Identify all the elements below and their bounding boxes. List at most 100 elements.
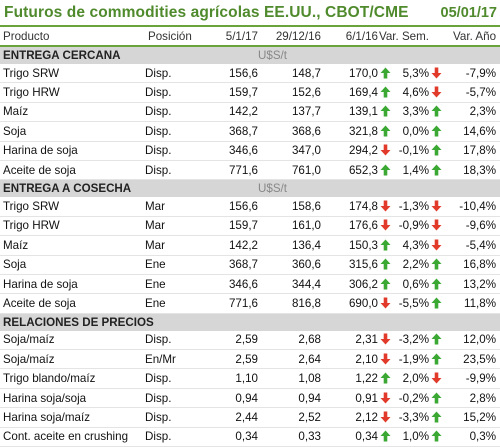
price-date-3: 2,31 — [321, 330, 378, 351]
section-header-row: ENTREGA A COSECHA U$S/t — [0, 179, 500, 198]
weekly-change: -5,5% — [393, 293, 430, 314]
yearly-change: -9,6% — [444, 216, 500, 237]
table-row: Harina de soja Ene 346,6 344,4 306,2 0,6% 13,2… — [0, 274, 500, 295]
arrow-up-icon — [380, 86, 391, 98]
price-date-3: 174,8 — [321, 197, 378, 217]
weekly-change: -0,2% — [393, 388, 430, 409]
price-date-1: 2,59 — [203, 349, 258, 370]
price-date-1: 142,2 — [203, 102, 258, 123]
arrow-down-icon — [431, 372, 442, 384]
table-row: Soja/maíz Disp. 2,59 2,68 2,31 -3,2% 12,0% — [0, 330, 500, 351]
price-date-2: 137,7 — [258, 102, 321, 123]
arrow-up-icon — [431, 411, 442, 423]
position: Disp. — [145, 64, 203, 84]
price-date-1: 771,6 — [203, 293, 258, 314]
col-header-date-1: 5/1/17 — [203, 27, 258, 47]
arrow-down-icon — [380, 144, 391, 156]
col-header-product: Producto — [0, 27, 145, 47]
arrow-down-icon — [380, 353, 391, 365]
price-date-2: 761,0 — [258, 160, 321, 181]
yearly-change: 16,8% — [444, 255, 500, 275]
yearly-change: 2,3% — [444, 102, 500, 123]
position: Disp. — [145, 368, 203, 389]
arrow-up-icon — [431, 125, 442, 137]
arrow-up-icon — [431, 164, 442, 176]
price-date-3: 306,2 — [321, 274, 378, 295]
header-divider — [0, 25, 500, 27]
yearly-change: -7,9% — [444, 64, 500, 84]
product-name: Soja/maíz — [0, 330, 145, 351]
weekly-trend — [378, 82, 393, 103]
yearly-change: -5,7% — [444, 82, 500, 103]
weekly-trend — [378, 388, 393, 409]
price-date-3: 139,1 — [321, 102, 378, 123]
price-date-2: 136,4 — [258, 235, 321, 256]
report-header: Futuros de commodities agrícolas EE.UU.,… — [0, 0, 500, 25]
table-row: Soja Disp. 368,7 368,6 321,8 0,0% 14,6% — [0, 121, 500, 142]
product-name: Soja/maíz — [0, 349, 145, 370]
price-date-2: 1,08 — [258, 368, 321, 389]
section-unit: U$S/t — [258, 45, 500, 64]
yearly-trend — [429, 216, 445, 237]
position: Disp. — [145, 82, 203, 103]
arrow-down-icon — [431, 219, 442, 231]
report-date: 05/01/17 — [440, 4, 497, 21]
yearly-change: 12,0% — [444, 330, 500, 351]
price-date-3: 2,12 — [321, 407, 378, 428]
position: Mar — [145, 216, 203, 237]
yearly-trend — [429, 388, 445, 409]
arrow-up-icon — [380, 372, 391, 384]
price-date-2: 2,52 — [258, 407, 321, 428]
yearly-change: 17,8% — [444, 141, 500, 161]
price-date-1: 0,94 — [203, 388, 258, 409]
weekly-change: -0,9% — [393, 216, 430, 237]
section-header-row: ENTREGA CERCANA U$S/t — [0, 45, 500, 64]
yearly-change: 15,2% — [444, 407, 500, 428]
weekly-trend — [378, 102, 393, 123]
column-header-row: Producto Posición 5/1/17 29/12/16 6/1/16… — [0, 27, 500, 47]
price-date-1: 368,7 — [203, 121, 258, 142]
yearly-trend — [429, 255, 445, 275]
weekly-change: 0,0% — [393, 121, 430, 142]
arrow-up-icon — [380, 125, 391, 137]
col-header-yearly-change: Var. Año — [429, 27, 500, 47]
section-unit: U$S/t — [258, 179, 500, 198]
weekly-change: 2,0% — [393, 368, 430, 389]
yearly-change: 0,3% — [444, 427, 500, 447]
product-name: Soja — [0, 255, 145, 275]
weekly-trend — [378, 197, 393, 217]
price-date-3: 321,8 — [321, 121, 378, 142]
yearly-trend — [429, 64, 445, 84]
weekly-change: -0,1% — [393, 141, 430, 161]
col-header-position: Posición — [145, 27, 203, 47]
weekly-trend — [378, 349, 393, 370]
arrow-up-icon — [380, 278, 391, 290]
table-row: Soja Ene 368,7 360,6 315,6 2,2% 16,8% — [0, 255, 500, 275]
arrow-up-icon — [431, 392, 442, 404]
table-row: Soja/maíz En/Mr 2,59 2,64 2,10 -1,9% 23,5% — [0, 349, 500, 370]
position: Mar — [145, 197, 203, 217]
price-date-1: 159,7 — [203, 82, 258, 103]
weekly-change: 4,3% — [393, 235, 430, 256]
price-date-1: 771,6 — [203, 160, 258, 181]
section-title: ENTREGA CERCANA — [0, 45, 258, 64]
yearly-trend — [429, 102, 445, 123]
weekly-change: -3,3% — [393, 407, 430, 428]
yearly-change: -9,9% — [444, 368, 500, 389]
yearly-change: 23,5% — [444, 349, 500, 370]
weekly-trend — [378, 121, 393, 142]
price-date-2: 0,94 — [258, 388, 321, 409]
weekly-change: -1,3% — [393, 197, 430, 217]
table-row: Cont. aceite en crushing Disp. 0,34 0,33 0,3… — [0, 427, 500, 447]
yearly-trend — [429, 427, 445, 447]
yearly-trend — [429, 368, 445, 389]
position: Disp. — [145, 388, 203, 409]
price-date-2: 347,0 — [258, 141, 321, 161]
table-row: Maíz Mar 142,2 136,4 150,3 4,3% -5,4% — [0, 235, 500, 256]
yearly-change: -5,4% — [444, 235, 500, 256]
product-name: Trigo HRW — [0, 82, 145, 103]
price-date-2: 0,33 — [258, 427, 321, 447]
price-date-1: 1,10 — [203, 368, 258, 389]
yearly-trend — [429, 141, 445, 161]
weekly-change: 3,3% — [393, 102, 430, 123]
